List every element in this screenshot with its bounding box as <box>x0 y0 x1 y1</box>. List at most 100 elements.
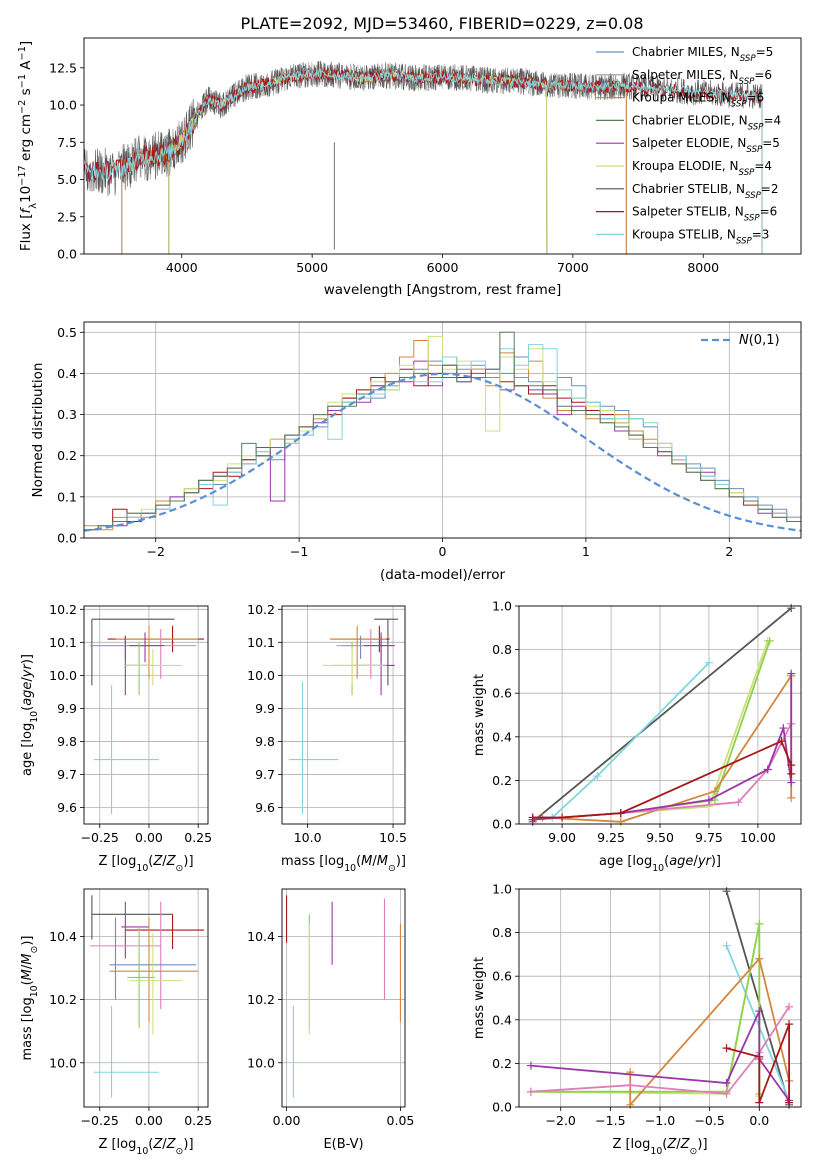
x-axis-label-part: ⊙ <box>176 1146 184 1157</box>
y-axis-label: age [log10(age/yr)] <box>20 654 40 776</box>
y-tick-label: 10.2 <box>247 602 275 617</box>
axes-frame <box>83 605 209 825</box>
weight-marker <box>704 658 713 667</box>
x-tick-label: 10.0 <box>294 830 322 845</box>
legend-label-part: SSP <box>744 214 761 224</box>
y-axis-label-part: −2 <box>17 100 28 114</box>
y-tick-label: 10.1 <box>49 635 77 650</box>
weight-marker <box>777 737 786 746</box>
y-tick-label: 10.0 <box>247 668 275 683</box>
y-axis-label-part: erg cm <box>18 114 34 165</box>
x-axis-label: (data-model)/error <box>380 567 506 583</box>
y-tick-label: 9.9 <box>57 701 77 716</box>
weight-line <box>725 945 790 1101</box>
legend-label: N(0,1) <box>739 333 780 348</box>
y-tick-label: 0.6 <box>492 969 512 984</box>
x-axis-label: Z [log10(Z/Z⊙)] <box>98 854 193 874</box>
x-axis-label-part: Z <box>166 1137 177 1152</box>
y-axis-label-part: Flux [ <box>18 214 34 252</box>
x-axis-label-part: Z <box>152 854 163 869</box>
x-axis-label-part: 10 <box>650 1146 662 1157</box>
weight-marker <box>704 796 713 805</box>
y-tick-label: 9.6 <box>255 800 275 815</box>
x-tick-label: −2.0 <box>546 1113 576 1128</box>
y-tick-label: 10.1 <box>247 635 275 650</box>
y-axis-label: mass [log10(M/M⊙)] <box>20 936 40 1061</box>
x-tick-label: 4000 <box>166 260 198 275</box>
legend-label-part: =5 <box>756 45 774 59</box>
y-tick-label: 9.7 <box>57 767 77 782</box>
legend-label-part: =6 <box>760 205 778 219</box>
weight-marker <box>785 1020 794 1029</box>
x-axis-label-part: )] <box>697 1137 707 1152</box>
y-tick-label: 0.2 <box>492 773 512 788</box>
x-tick-label: 0.00 <box>135 830 163 845</box>
y-tick-label: 10.0 <box>247 1055 275 1070</box>
y-axis-label-part: yr <box>20 662 35 678</box>
x-axis-label-part: wavelength [Angstrom, rest frame] <box>324 282 562 298</box>
y-axis-label-part: −17 <box>17 165 28 186</box>
x-tick-label: 9.00 <box>548 830 576 845</box>
y-tick-label: 0.4 <box>492 729 512 744</box>
x-axis-label-part: Z <box>166 854 177 869</box>
x-axis-label-part: / <box>162 1137 167 1152</box>
panel-age-vs-mass: 10.0 10.5 9.6 9.7 9.8 9.9 10.0 10.1 10.2 mass [lo… <box>247 602 407 874</box>
x-axis-label-part: ⊙ <box>176 863 184 874</box>
axes-frame <box>83 321 802 539</box>
x-axis-label-part: yr <box>697 854 713 869</box>
legend-label: Chabrier STELIB, NSSP=2 <box>632 182 779 201</box>
x-axis-label-part: 10 <box>344 863 356 874</box>
x-tick-label: 1 <box>582 544 590 559</box>
legend-label-part: =5 <box>762 136 780 150</box>
x-tick-label: −0.5 <box>694 1113 724 1128</box>
x-axis-label-part: Z [log <box>612 1137 650 1152</box>
x-tick-label: −0.25 <box>81 830 119 845</box>
legend-label-part: Chabrier ELODIE, N <box>632 113 748 127</box>
y-tick-label: 0.3 <box>57 407 77 422</box>
x-axis-label-part: (data-model)/error <box>380 567 506 583</box>
legend-label-part: SSP <box>746 145 763 155</box>
x-tick-label: −1.0 <box>645 1113 675 1128</box>
y-axis-label-part: / <box>20 964 35 969</box>
legend-label: Kroupa STELIB, NSSP=3 <box>632 227 769 246</box>
y-axis-label-part: ⊙ <box>29 946 40 954</box>
y-axis-label-part: ( <box>20 980 35 985</box>
y-tick-label: 10.4 <box>247 929 275 944</box>
y-tick-label: 10.0 <box>49 98 77 113</box>
weight-marker <box>787 604 796 613</box>
y-axis-label-part: Normed distribution <box>30 363 46 498</box>
y-tick-label: 0.6 <box>492 686 512 701</box>
y-tick-label: 10.2 <box>49 992 77 1007</box>
x-tick-label: 10.5 <box>379 830 407 845</box>
x-tick-label: −0.25 <box>81 1113 119 1128</box>
normal-curve <box>84 372 801 532</box>
x-axis-label-part: ⊙ <box>690 1146 698 1157</box>
x-tick-label: 0.25 <box>184 830 212 845</box>
x-axis-label-part: ( <box>356 854 361 869</box>
y-tick-label: 0.8 <box>492 642 512 657</box>
figure-title: PLATE=2092, MJD=53460, FIBERID=0229, z=0… <box>240 14 643 33</box>
panels: 4000 5000 6000 7000 80000.02.55.07.510.012.5… <box>17 37 802 1157</box>
y-axis-label-part: M <box>20 954 35 965</box>
weight-marker <box>616 817 625 826</box>
weight-marker <box>765 636 774 645</box>
axes-frame <box>518 888 802 1108</box>
y-axis-label-part: −1 <box>17 46 28 60</box>
legend-label: Salpeter ELODIE, NSSP=5 <box>632 136 780 155</box>
legend-label-part: (0,1) <box>749 333 780 348</box>
legend-label-part: SSP <box>736 236 753 246</box>
x-tick-label: 6000 <box>427 260 459 275</box>
x-axis-label-part: / <box>676 1137 681 1152</box>
y-tick-label: 9.7 <box>255 767 275 782</box>
x-tick-label: 0.0 <box>749 1113 769 1128</box>
x-tick-label: 0.00 <box>135 1113 163 1128</box>
x-axis-label-part: )] <box>396 854 406 869</box>
legend-label-part: =4 <box>763 113 781 127</box>
panel-mass-weight-vs-age: 9.00 9.25 9.50 9.75 10.00 0.0 0.2 0.4 0.6 0.8 1.0 a… <box>472 599 802 874</box>
x-axis-label-part: / <box>162 854 167 869</box>
y-tick-label: 5.0 <box>57 172 77 187</box>
panel-age-vs-Z: −0.25 0.00 0.25 9.6 9.7 9.8 9.9 10.0 10.1 10.2 Z [… <box>20 602 212 874</box>
y-tick-label: 9.8 <box>255 734 275 749</box>
x-axis-label-part: Z [log <box>98 1137 136 1152</box>
legend-label-part: SSP <box>740 54 757 64</box>
